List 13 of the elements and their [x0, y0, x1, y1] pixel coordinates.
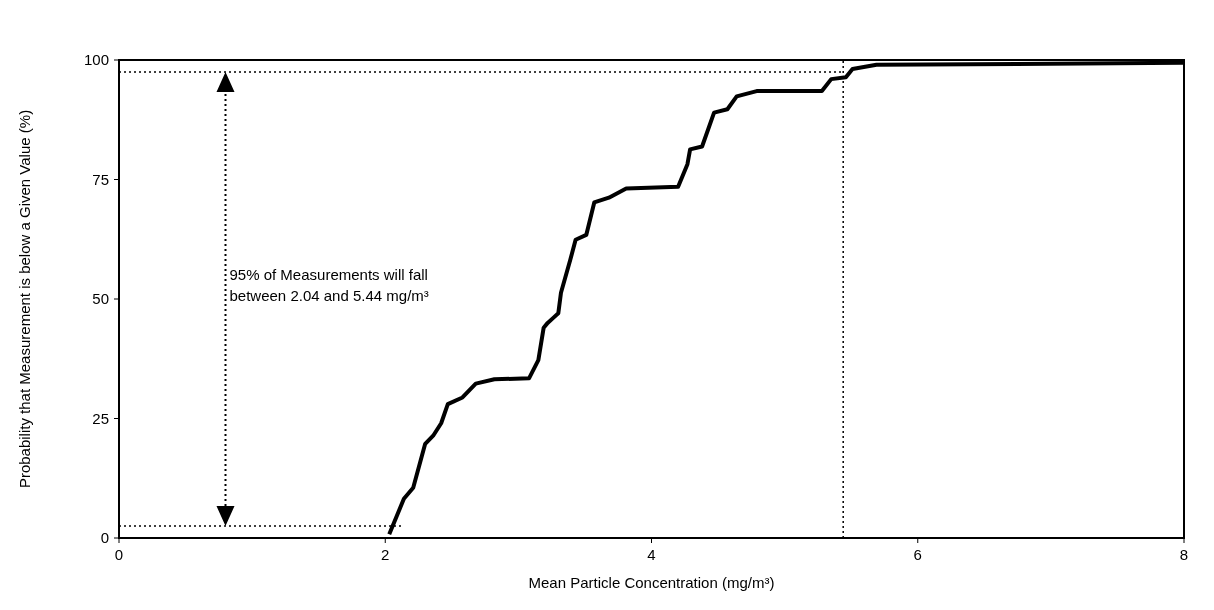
- y-tick-label: 75: [92, 170, 109, 188]
- x-tick-label: 6: [913, 546, 922, 563]
- annotation: 95% of Measurements will fall between 2.04 and 5.44 mg/m³: [229, 265, 429, 304]
- y-axis-title: Probability that Measurement is below a Given Value (%): [16, 109, 33, 489]
- y-tick-label: 100: [83, 51, 109, 68]
- y-tick-label: 50: [92, 290, 109, 307]
- x-axis-title: Mean Particle Concentration (mg/m³): [528, 574, 775, 591]
- x-tick-label: 8: [1179, 546, 1189, 563]
- y-tick-label: 0: [100, 529, 109, 546]
- x-tick-label: 2: [381, 546, 390, 563]
- x-tick-label: 0: [114, 546, 124, 563]
- y-tick-label: 25: [92, 409, 109, 427]
- x-tick-label: 4: [647, 546, 656, 563]
